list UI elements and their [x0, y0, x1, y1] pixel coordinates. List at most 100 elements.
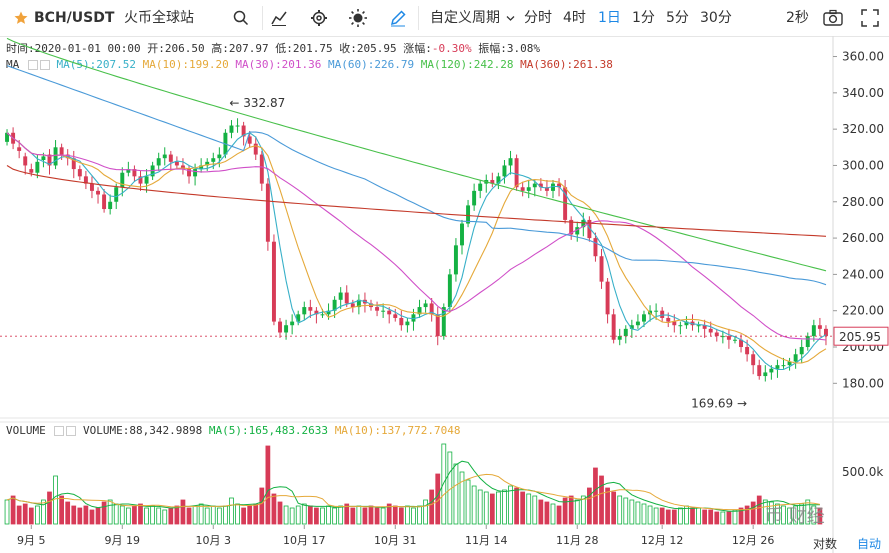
theme-icon[interactable] — [348, 8, 368, 28]
volume-bar — [314, 507, 319, 525]
volume-bar — [344, 503, 350, 525]
volume-bar — [289, 507, 295, 525]
candle-body — [793, 354, 798, 362]
volume-bar — [526, 493, 532, 525]
draw-icon[interactable] — [389, 9, 407, 27]
volume-bar — [350, 507, 356, 525]
candle-body — [429, 303, 434, 315]
time-tick-label: 10月 31 — [374, 534, 417, 547]
price-chart[interactable]: 180.00200.00220.00240.00260.00280.00300.… — [0, 36, 889, 553]
volume-bar — [732, 509, 738, 525]
ma60-line — [6, 65, 827, 286]
volume-close-box[interactable] — [66, 426, 77, 436]
volume-settings-box[interactable] — [54, 426, 65, 436]
volume-bar — [247, 505, 253, 525]
candle-body — [290, 321, 295, 326]
exchange-label: 火币全球站 — [124, 10, 194, 26]
volume-bar — [502, 489, 507, 525]
star-icon[interactable] — [14, 11, 28, 25]
candle-body — [696, 325, 701, 327]
ma-settings-box[interactable] — [27, 60, 38, 70]
time-tick-label: 9月 19 — [105, 534, 141, 547]
volume-bar — [744, 505, 750, 525]
low-value: 201.75 — [292, 42, 333, 55]
volume-bar — [544, 501, 550, 525]
period-tab-time[interactable]: 分时 — [524, 10, 552, 26]
ma-close-box[interactable] — [39, 60, 50, 70]
volume-bar — [374, 507, 380, 525]
volume-bar — [144, 507, 149, 525]
indicator-icon[interactable] — [270, 9, 288, 27]
volume-bar — [678, 507, 683, 525]
last-price-box — [833, 326, 889, 346]
volume-bar — [520, 491, 526, 525]
volume-tick-label: 500.0k — [842, 465, 883, 479]
volume-bar — [265, 445, 271, 525]
auto-scale-button[interactable]: 自动 — [857, 537, 881, 551]
ma120-line — [6, 37, 827, 272]
volume-bar — [659, 507, 665, 525]
volume-bar — [259, 487, 265, 525]
search-icon[interactable] — [233, 10, 249, 26]
candle-body — [654, 310, 659, 312]
candle-body — [417, 307, 422, 315]
candle-body — [478, 183, 483, 191]
fullscreen-icon[interactable] — [861, 9, 879, 27]
candle-body — [314, 310, 319, 315]
candle-body — [787, 361, 792, 366]
volume-bar — [489, 493, 495, 525]
candle-body — [284, 325, 289, 333]
high-label: 高: — [211, 42, 229, 55]
close-value: 205.95 — [356, 42, 397, 55]
period-tab-1m[interactable]: 1分 — [632, 10, 655, 26]
price-axis: 180.00200.00220.00240.00260.00280.00300.… — [833, 50, 884, 479]
volume-bar — [768, 501, 774, 525]
volume-bar — [483, 491, 489, 525]
price-tick-label: 220.00 — [842, 304, 884, 318]
candle-body — [447, 274, 452, 308]
period-tab-30m[interactable]: 30分 — [700, 10, 732, 26]
period-tab-5m[interactable]: 5分 — [666, 10, 689, 26]
volume-bar — [714, 511, 720, 525]
volume-bar — [368, 505, 374, 525]
refresh-interval[interactable]: 2秒 — [786, 10, 809, 26]
candle-body — [120, 172, 125, 188]
volume-bar — [295, 505, 301, 525]
volume-bar — [756, 495, 762, 525]
volume-bar — [34, 505, 40, 525]
volume-bar — [417, 505, 422, 525]
candle-body — [259, 154, 264, 184]
candle-body — [350, 303, 355, 308]
volume-bar — [617, 495, 623, 525]
ohlc-info: 时间:2020-01-01 00:00 开:206.50 高:207.97 低:… — [6, 40, 540, 56]
candle-body — [763, 372, 768, 377]
volume-bar — [186, 507, 192, 525]
settings-icon[interactable] — [310, 9, 328, 27]
time-tick-label: 11月 28 — [556, 534, 599, 547]
candle-body — [247, 136, 252, 144]
volume-bar — [241, 507, 246, 525]
period-tab-4h[interactable]: 4时 — [563, 10, 586, 26]
volume-bar — [750, 501, 756, 525]
candle-body — [569, 219, 574, 235]
log-scale-button[interactable]: 对数 — [813, 536, 837, 551]
price-tick-label: 180.00 — [842, 376, 884, 390]
candle-body — [666, 317, 671, 322]
ma-lines — [6, 37, 827, 371]
volume-bar — [465, 479, 471, 525]
period-tab-1d[interactable]: 1日 — [598, 10, 621, 26]
custom-period-dropdown[interactable]: 自定义周期 — [430, 0, 515, 36]
ma30-value: MA(30):201.36 — [235, 58, 322, 71]
custom-period-label: 自定义周期 — [430, 10, 500, 26]
volume-bar — [762, 499, 768, 525]
candle-body — [126, 169, 131, 173]
volume-bar — [168, 507, 174, 525]
volume-bar — [138, 503, 143, 525]
volume-bar — [623, 497, 629, 525]
candle-body — [441, 307, 446, 337]
candle-body — [180, 165, 185, 170]
price-tick-label: 260.00 — [842, 231, 884, 245]
candle-body — [684, 321, 689, 326]
camera-icon[interactable] — [823, 9, 843, 27]
toolbar-divider — [262, 6, 263, 30]
